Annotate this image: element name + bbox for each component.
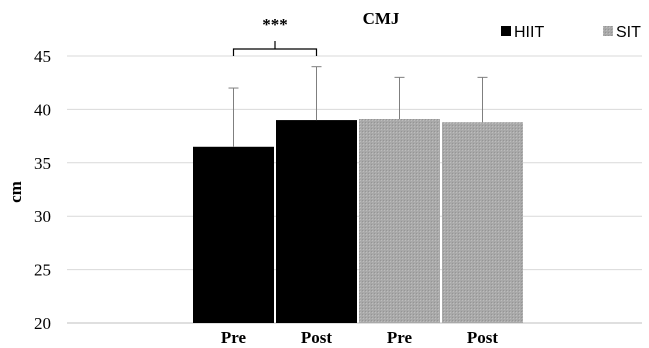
- x-tick-label-0: Pre: [221, 328, 247, 347]
- y-tick-label-45: 45: [34, 47, 51, 66]
- y-tick-label-30: 30: [34, 207, 51, 226]
- significance-annotation: ***: [232, 15, 318, 56]
- bar-sit-post: [442, 122, 523, 323]
- y-axis-ticks: 20 25 30 35 40 45: [34, 47, 51, 333]
- significance-stars: ***: [262, 15, 288, 34]
- bar-hiit-pre: [193, 146, 274, 323]
- x-axis-labels: Pre Post Pre Post: [221, 328, 499, 347]
- y-tick-label-35: 35: [34, 154, 51, 173]
- bar-sit-pre: [359, 119, 440, 324]
- x-tick-label-2: Pre: [387, 328, 413, 347]
- y-tick-label-40: 40: [34, 100, 51, 119]
- bars: [193, 119, 523, 324]
- x-tick-label-1: Post: [301, 328, 333, 347]
- error-bars: [228, 66, 488, 147]
- legend-swatch-hiit: [501, 26, 511, 36]
- legend-swatch-sit: [603, 26, 613, 36]
- legend-label-sit: SIT: [616, 24, 641, 41]
- y-tick-label-25: 25: [34, 261, 51, 280]
- legend: HIIT SIT: [501, 24, 641, 41]
- y-axis-label: cm: [6, 181, 25, 203]
- bar-hiit-post: [276, 120, 357, 323]
- y-tick-label-20: 20: [34, 314, 51, 333]
- legend-label-hiit: HIIT: [514, 24, 544, 41]
- significance-bracket: [232, 41, 318, 56]
- chart-title: CMJ: [363, 9, 400, 28]
- x-tick-label-3: Post: [467, 328, 499, 347]
